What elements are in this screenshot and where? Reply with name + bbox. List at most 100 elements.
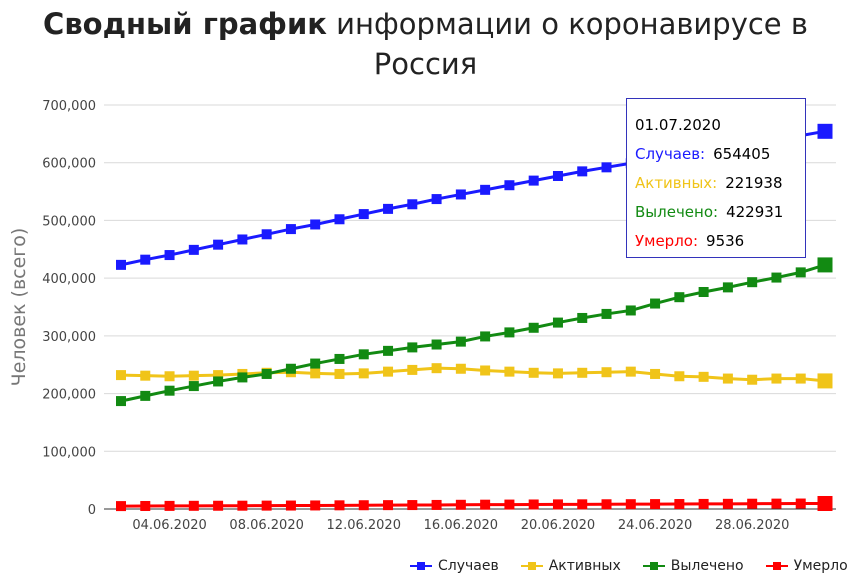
legend-swatch-3 [765,560,788,572]
series-3-point-25 [722,498,733,509]
series-3-point-16 [504,499,515,510]
series-3-point-22 [650,499,661,510]
series-3-point-20 [601,499,612,510]
legend-swatch-marker-2 [649,562,658,570]
tooltip-row-0: Случаев: 654405 [635,140,797,169]
series-0-point-15 [480,184,491,195]
series-3-point-3 [188,500,199,511]
series-1-point-10 [358,368,369,379]
series-2-point-18 [552,317,563,328]
series-0-point-16 [504,180,515,191]
chart-tooltip: 01.07.2020 Случаев: 654405 Активных: 22193… [626,98,806,258]
series-3-point-15 [480,499,491,510]
series-2-point-19 [577,312,588,323]
y-tick-label-4: 400,000 [42,272,96,287]
series-0-point-19 [577,166,588,177]
series-3-point-6 [261,500,272,511]
series-2-point-29 [817,257,833,273]
series-2-point-11 [383,345,394,356]
series-3-point-11 [383,500,394,511]
series-2-point-24 [698,286,709,297]
series-2-point-27 [771,272,782,283]
y-tick-label-7: 700,000 [42,99,96,114]
series-3-point-24 [698,498,709,509]
series-1-point-24 [698,371,709,382]
x-tick-label-2: 12.06.2020 [327,518,401,533]
series-3-point-23 [674,499,685,510]
series-1-point-20 [601,367,612,378]
series-3-point-29 [817,495,833,511]
series-0-point-3 [188,244,199,255]
series-3-point-0 [116,501,126,512]
series-2-point-15 [480,331,491,342]
series-0-point-11 [383,203,394,214]
tooltip-row-3: Умерло: 9536 [635,227,797,256]
series-3-point-13 [431,499,442,510]
tooltip-label-3: Умерло: [635,232,699,250]
series-0-point-10 [358,209,369,220]
chart-title-rest: информации о коронавирусе в Россия [326,7,808,81]
legend-item-1[interactable]: Активных [520,558,621,574]
series-3-point-1 [140,500,151,511]
legend-swatch-2 [642,560,665,572]
legend-label-0: Случаев [438,558,499,574]
series-1-point-23 [674,371,685,382]
series-1-point-4 [213,370,224,381]
legend-swatch-1 [520,560,543,572]
series-0-point-9 [334,214,345,225]
series-3-point-14 [455,499,466,510]
series-1-point-22 [650,368,661,379]
y-tick-label-0: 0 [88,503,96,518]
series-1-point-3 [188,370,199,381]
series-1-point-19 [577,367,588,378]
series-2-point-4 [213,376,224,387]
tooltip-value-2: 422931 [726,203,784,221]
legend-item-3[interactable]: Умерло [765,558,848,574]
series-3-point-2 [164,500,175,511]
chart-title: Сводный график информации о коронавирусе… [0,4,851,84]
legend-swatch-marker-0 [417,562,425,570]
series-3-point-7 [285,500,296,511]
series-1-point-8 [310,368,321,379]
legend-label-2: Вылечено [670,558,744,574]
y-tick-label-1: 100,000 [42,445,96,460]
x-tick-label-6: 28.06.2020 [715,518,789,533]
series-2-point-21 [625,305,636,316]
series-2-point-9 [334,353,345,364]
legend-item-0[interactable]: Случаев [410,558,499,574]
chart-legend: Случаев Активных Вылечено Умерло [410,558,848,574]
tooltip-label-0: Случаев: [635,145,706,163]
series-1-point-27 [771,373,782,384]
series-2-point-3 [188,381,199,392]
series-1-point-9 [334,368,345,379]
series-3-point-10 [358,500,369,511]
series-2-point-8 [310,358,321,369]
series-0-point-20 [601,162,612,173]
x-tick-label-0: 04.06.2020 [132,518,206,533]
series-1-point-2 [164,371,175,382]
tooltip-label-1: Активных: [635,174,718,192]
series-1-point-26 [747,374,758,385]
series-2-point-13 [431,339,442,350]
series-3-point-21 [625,499,636,510]
series-0-point-13 [431,194,442,205]
tooltip-date: 01.07.2020 [635,116,721,134]
tooltip-value-1: 221938 [725,174,783,192]
series-1-point-16 [504,366,515,377]
series-1-point-1 [140,370,151,381]
x-tick-label-1: 08.06.2020 [229,518,303,533]
series-0-point-14 [455,189,466,200]
series-3-point-4 [213,500,224,511]
series-1-point-25 [722,373,733,384]
series-0-point-12 [407,199,418,210]
tooltip-value-3: 9536 [706,232,745,250]
y-tick-label-2: 200,000 [42,388,96,403]
series-3-point-8 [310,500,321,511]
tooltip-row-1: Активных: 221938 [635,169,797,198]
series-1-point-28 [795,373,806,384]
legend-label-3: Умерло [793,558,848,574]
series-3-point-26 [747,498,758,509]
series-3-point-18 [552,499,563,510]
legend-item-2[interactable]: Вылечено [642,558,744,574]
